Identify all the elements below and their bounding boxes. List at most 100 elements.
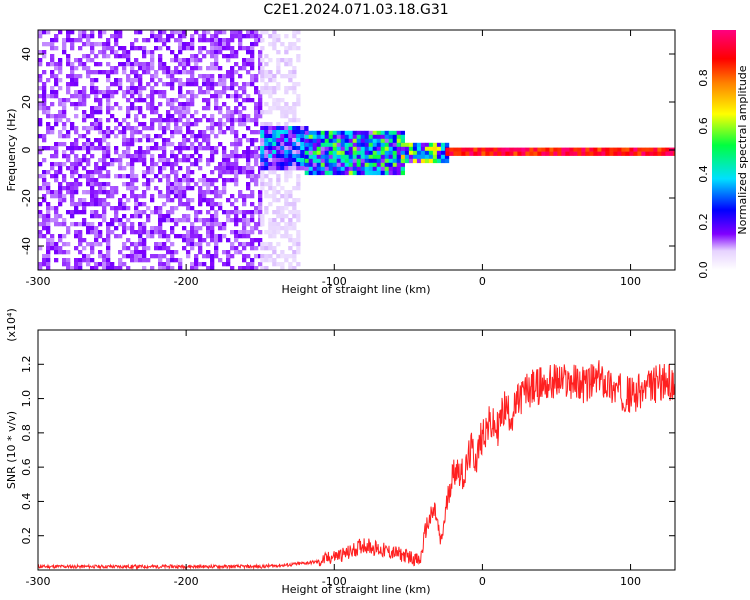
spectrogram-cell (150, 118, 155, 123)
spectrogram-cell (82, 146, 87, 151)
spectrogram-cell (154, 254, 159, 259)
spectrogram-cell (158, 210, 163, 215)
spectrogram-cell (182, 190, 187, 195)
spectrogram-cell (170, 102, 175, 107)
spectrogram-x-ticks: -300 -200 -100 0 100 (26, 30, 641, 288)
spectrogram-cell (66, 166, 71, 171)
spectrogram-cell (146, 94, 151, 99)
spectrogram-cell (336, 146, 341, 152)
spectrogram-cell (70, 46, 75, 51)
spectrogram-cell (477, 147, 482, 152)
spectrogram-cell (110, 90, 115, 95)
spectrogram-cell (300, 154, 305, 159)
spectrogram-cell (272, 42, 277, 47)
spectrogram-cell (268, 230, 273, 235)
spectrogram-cell (218, 142, 223, 147)
spectrogram-cell (561, 147, 566, 152)
spectrogram-cell (250, 78, 255, 83)
spectrogram-cell (272, 190, 277, 195)
spectrogram-cell (324, 154, 329, 160)
spectrogram-cell (234, 234, 239, 239)
spectrogram-cell (352, 154, 357, 160)
spectrogram-cell (336, 142, 341, 148)
spectrogram-cell (210, 130, 215, 135)
spectrogram-cell (288, 154, 293, 159)
spectrogram-cell (428, 142, 434, 148)
spectrogram-cell (238, 38, 243, 43)
spectrogram-cell (202, 38, 207, 43)
spectrogram-cell (90, 174, 95, 179)
spectrogram-cell (384, 162, 389, 168)
spectrogram-cell (110, 114, 115, 119)
spectrogram-cell (296, 94, 301, 99)
spectrogram-cell (254, 86, 259, 91)
spectrogram-cell (146, 126, 151, 131)
spectrogram-cell (150, 166, 155, 171)
spectrogram-cell (70, 122, 75, 127)
spectrogram-cell (258, 230, 263, 235)
spectrogram-cell (82, 42, 87, 47)
spectrogram-cell (246, 146, 251, 151)
spectrogram-cell (78, 234, 83, 239)
spectrogram-cell (246, 222, 251, 227)
spectrogram-cell (138, 74, 143, 79)
spectrogram-cell (178, 186, 183, 191)
spectrogram-cell (82, 86, 87, 91)
spectrogram-cell (268, 106, 273, 111)
spectrogram-cell (138, 158, 143, 163)
spectrogram-cell (90, 106, 95, 111)
spectrogram-cell (70, 30, 75, 35)
spectrogram-cell (242, 122, 247, 127)
spectrogram-cell (296, 142, 301, 147)
spectrogram-cell (98, 50, 103, 55)
spectrogram-cell (90, 214, 95, 219)
spectrogram-cell (260, 90, 265, 95)
spectrogram-cell (661, 147, 666, 152)
spectrogram-cell (653, 147, 658, 152)
spectrogram-cell (102, 42, 107, 47)
spectrogram-cell (74, 106, 79, 111)
spectrogram-cell (284, 46, 289, 51)
spectrogram-cell (170, 98, 175, 103)
spectrogram-cell (118, 234, 123, 239)
spectrogram-cell (198, 86, 203, 91)
spectrogram-cell (178, 262, 183, 267)
spectrogram-cell (118, 82, 123, 87)
spectrogram-cell (272, 46, 277, 51)
spectrogram-cell (268, 58, 273, 63)
spectrogram-cell (62, 134, 67, 139)
spectrogram-cell (178, 126, 183, 131)
spectrogram-cell (90, 266, 95, 270)
spectrogram-cell (264, 254, 269, 259)
spectrogram-cell (218, 50, 223, 55)
spectrogram-cell (356, 146, 361, 152)
spectrogram-cell (272, 226, 277, 231)
spectrogram-cell (134, 202, 139, 207)
spectrogram-cell (50, 206, 55, 211)
spectrogram-cell (186, 118, 191, 123)
spectrogram-cell (296, 246, 301, 251)
spectrogram-cell (42, 94, 47, 99)
spectrogram-cell (445, 147, 450, 152)
spectrogram-cell (210, 178, 215, 183)
spectrogram-cell (665, 151, 670, 156)
spectrogram-cell (296, 242, 301, 247)
spectrogram-cell (202, 134, 207, 139)
spectrogram-cell (158, 146, 163, 151)
spectrogram-cell (38, 50, 43, 55)
spectrogram-cell (272, 130, 277, 135)
spectrogram-cell (372, 154, 377, 160)
spectrogram-cell (276, 146, 281, 151)
spectrogram-cell (174, 106, 179, 111)
spectrogram-cell (218, 42, 223, 47)
spectrogram-cell (54, 242, 59, 247)
spectrogram-cell (669, 151, 674, 156)
spectrogram-cell (190, 246, 195, 251)
spectrogram-cell (146, 218, 151, 223)
spectrogram-cell (230, 246, 235, 251)
spectrogram-cell (272, 166, 277, 171)
spectrogram-cell (102, 238, 107, 243)
spectrogram-cell (66, 182, 71, 187)
spectrogram-cell (82, 198, 87, 203)
spectrogram-cell (226, 70, 231, 75)
